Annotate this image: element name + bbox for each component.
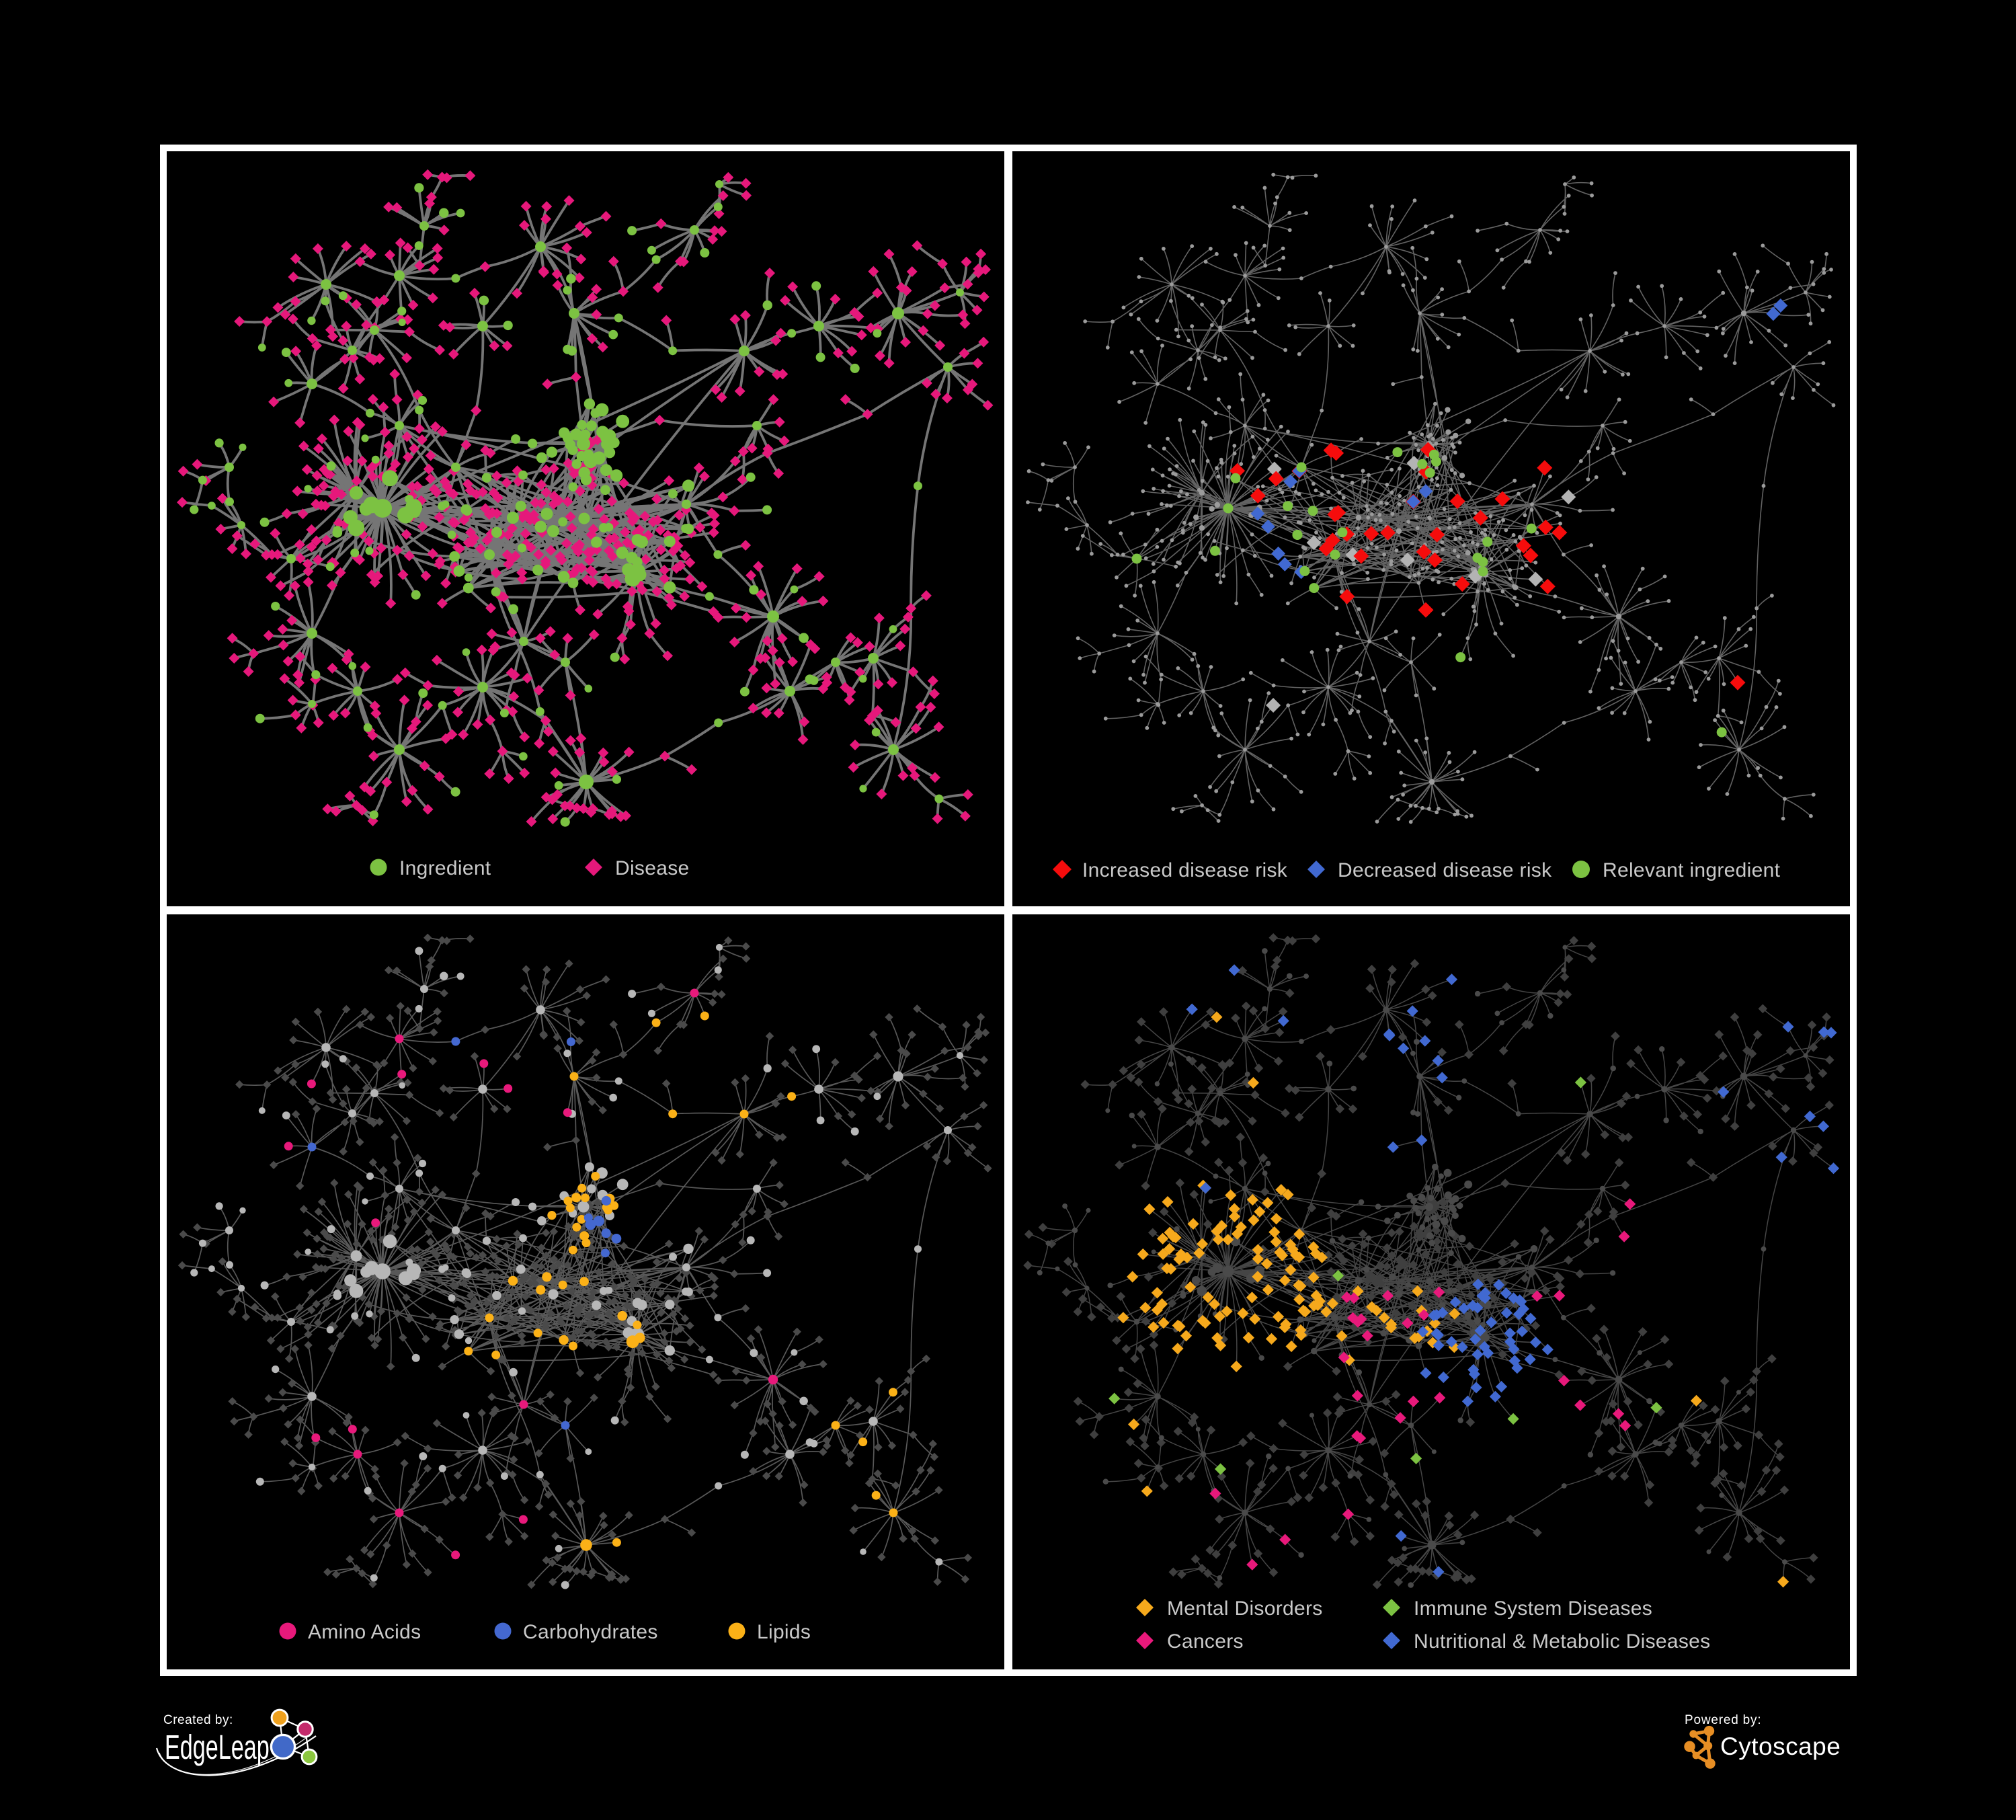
svg-text:Cancers: Cancers (1167, 1630, 1244, 1653)
svg-text:Cytoscape: Cytoscape (1720, 1733, 1841, 1760)
svg-text:Relevant ingredient: Relevant ingredient (1603, 859, 1781, 881)
svg-text:Amino Acids: Amino Acids (308, 1621, 421, 1643)
svg-text:EdgeLeap: EdgeLeap (165, 1729, 270, 1766)
svg-text:Decreased disease risk: Decreased disease risk (1338, 859, 1552, 881)
svg-text:Ingredient: Ingredient (399, 857, 491, 879)
svg-text:Disease: Disease (615, 857, 689, 879)
svg-text:Nutritional & Metabolic Diseas: Nutritional & Metabolic Diseases (1414, 1630, 1710, 1653)
svg-text:Immune System Diseases: Immune System Diseases (1414, 1597, 1652, 1620)
svg-text:Lipids: Lipids (757, 1621, 811, 1643)
svg-text:Powered by:: Powered by: (1685, 1713, 1761, 1727)
svg-text:Carbohydrates: Carbohydrates (523, 1621, 658, 1643)
svg-text:Created by:: Created by: (163, 1713, 233, 1727)
svg-text:Increased disease risk: Increased disease risk (1082, 859, 1288, 881)
svg-text:Mental Disorders: Mental Disorders (1167, 1597, 1323, 1620)
